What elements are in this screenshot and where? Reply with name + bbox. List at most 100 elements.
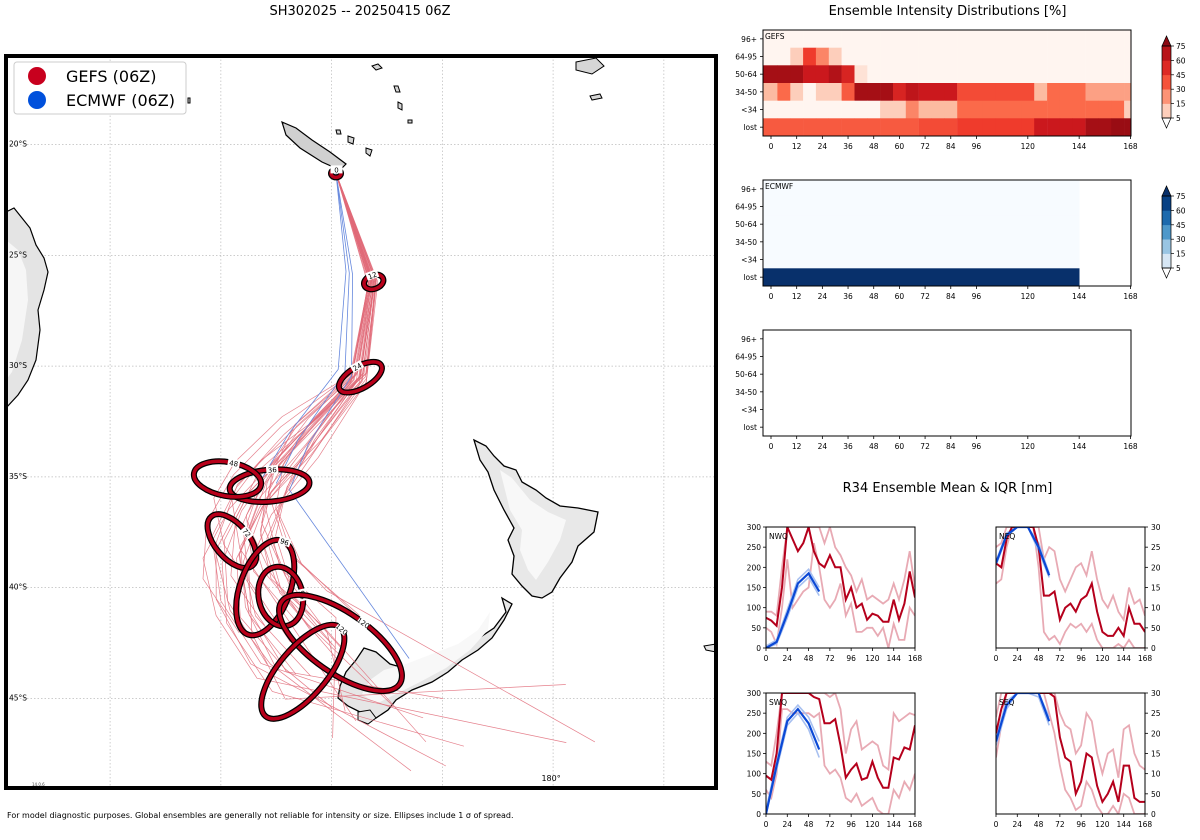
empty-intensity-panel: 96+ 64-95 50-64 34-50 <34 lost 0 12 24 36 48 60 72 84… [735,329,1138,451]
r34-y-label: 50 [751,790,761,799]
heatmap-x-label: 168 [1123,292,1138,301]
lat-tick-label: 30°S [9,361,27,370]
r34-y-label: 250 [1151,709,1160,718]
heatmap-cell [1059,118,1073,137]
lat-tick-label: 20°S [9,140,27,149]
heatmap-cell [1085,65,1099,84]
heatmap-cell [854,47,868,66]
heatmap-cell [982,30,996,48]
ellipse-12h: 12 [361,269,387,293]
intensity-title: Ensemble Intensity Distributions [%] [828,4,1067,19]
heatmap-row-label: 50-64 [735,220,757,229]
heatmap-row-label: 96+ [741,35,757,44]
ellipse-label-bg [365,269,380,281]
heatmap-cell [1124,118,1132,137]
heatmap-row-label: 64-95 [735,353,757,362]
r34-panel-label: SEQ [999,698,1014,707]
heatmap-cell [1047,47,1061,66]
r34-y-label: 0 [1151,810,1156,819]
r34-x-label: 48 [804,820,814,829]
r34-x-label: 120 [865,654,880,663]
heatmap-x-label: 168 [1123,442,1138,451]
ellipse-hour-label: 24 [352,361,364,373]
heatmap-cell [854,118,868,137]
colorbar-segment [1162,46,1171,61]
heatmap-cell [931,65,945,84]
r34-y-label: 150 [747,750,762,759]
heatmap-cell [1021,30,1035,48]
map-title: SH302025 -- 20250415 06Z [269,4,451,19]
heatmap-cell [828,100,842,119]
heatmap-cell [918,83,932,101]
heatmap-cell [880,47,894,66]
ellipse-hour-label: 48 [229,459,239,468]
heatmap-row-label: 64-95 [735,203,757,212]
colorbar-segment [1162,239,1171,254]
heatmap-cell [1072,83,1086,101]
lat-tick-label: 35°S [9,472,27,481]
heatmap-cell [1111,118,1125,137]
heatmap-x-label: 48 [869,292,879,301]
colorbar-segment [1162,60,1171,76]
r34-series-gefs-q3 [766,527,915,618]
heatmap-cell [1124,83,1132,101]
r34-nwq-panel: 0 50 100 150 200 250 300 0 24 48 72 96 120 144 168 NWQ [747,523,923,663]
heatmap-x-label: 60 [895,142,905,151]
ellipse-36h: 36 [226,464,313,506]
r34-x-label: 168 [908,654,923,663]
heatmap-x-label: 12 [792,142,802,151]
heatmap-cell [841,83,855,101]
stewart-island-land [357,709,377,725]
r34-y-label: 300 [747,523,762,532]
gefs-member-track [277,173,376,622]
heatmap-x-label: 120 [1021,442,1036,451]
heatmap-x-label: 0 [769,442,774,451]
heatmap-cell [1085,100,1099,119]
r34-panel-label: NEQ [999,532,1015,541]
map-credit: 14.0.6 [32,782,45,787]
r34-y-label: 250 [1151,543,1160,552]
legend-gefs-marker [28,67,46,85]
heatmap-cell [867,83,881,101]
heatmap-cell [790,47,804,66]
heatmap-x-label: 12 [792,442,802,451]
ellipse-hour-label: 0 [334,166,338,174]
heatmap-cell [995,65,1009,84]
heatmap-x-label: 72 [920,142,930,151]
heatmap-cell [1072,100,1086,119]
heatmap-cell [763,65,778,84]
heatmap-row-label: 34-50 [735,388,757,397]
heatmap-cell [790,100,804,119]
r34-x-label: 144 [887,820,902,829]
heatmap-cell [1047,118,1061,137]
heatmap-row-label: 50-64 [735,70,757,79]
heatmap-x-label: 120 [1021,142,1036,151]
r34-x-label: 24 [1013,654,1023,663]
heatmap-x-label: 24 [818,142,828,151]
heatmap-cell [828,47,842,66]
r34-series-gefs-q3 [766,693,915,772]
heatmap-cell [815,65,829,84]
r34-series-gefs-mean [996,527,1145,639]
heatmap-row-label: lost [743,123,757,132]
heatmap-panel-label: GEFS [765,32,785,41]
heatmap-cell [1034,83,1048,101]
heatmap-cell [880,118,894,137]
new-caledonia-land [281,120,347,171]
heatmap-cell [957,47,971,66]
heatmap-cell [931,47,945,66]
heatmap-cell [905,30,919,48]
colorbar-bottom-arrow [1161,117,1172,129]
colorbar-label: 5 [1176,114,1181,123]
heatmap-cell [867,65,881,84]
heatmap-cell [803,83,817,101]
ellipse-label-bg [334,621,350,636]
r34-x-label: 120 [1095,654,1110,663]
ellipse-label-bg [227,457,241,468]
heatmap-cell [867,30,881,48]
heatmap-cell [763,215,1080,234]
legend-box [13,61,187,115]
colorbar-label: 45 [1176,71,1186,80]
r34-plot-area [996,693,1145,814]
